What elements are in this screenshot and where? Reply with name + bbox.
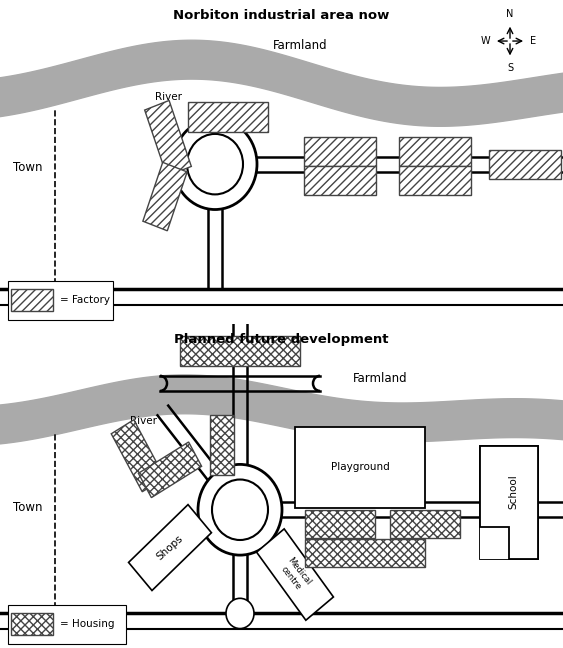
Circle shape [187,134,243,194]
Polygon shape [128,505,212,590]
Text: Playground: Playground [330,462,390,472]
Text: E: E [530,36,536,46]
Bar [399,166,471,195]
Bar [399,137,471,166]
Bar [143,163,187,231]
Text: W: W [480,36,490,46]
Text: Shops: Shops [155,533,185,562]
Text: School: School [508,474,518,509]
Circle shape [226,598,254,629]
Bar [8,281,113,319]
Text: Norbiton industrial area now: Norbiton industrial area now [173,8,390,21]
Bar [145,100,191,176]
Circle shape [212,480,268,540]
Bar [210,415,234,474]
Bar [11,614,53,635]
Bar [305,539,425,567]
Polygon shape [257,529,333,620]
Bar [304,166,376,195]
Text: Town: Town [14,501,43,514]
Circle shape [173,119,257,209]
Polygon shape [480,446,538,559]
Bar [138,442,202,498]
Text: Farmland: Farmland [352,371,407,384]
Text: Planned future development: Planned future development [175,332,388,345]
Bar [390,510,460,538]
Bar [180,336,300,366]
Bar [8,605,126,643]
Bar [480,527,509,559]
Bar [305,510,375,538]
Text: S: S [507,63,513,73]
Text: Medical
centre: Medical centre [278,556,312,594]
Text: River: River [155,92,182,102]
Bar [480,446,538,559]
Bar [111,420,165,492]
Text: N: N [506,10,513,19]
Text: Farmland: Farmland [272,39,327,52]
Text: Town: Town [14,161,43,174]
Bar [304,137,376,166]
Bar [188,102,268,132]
Bar [295,426,425,507]
Circle shape [198,465,282,555]
Bar [11,290,53,311]
Bar [489,150,561,179]
Text: River: River [130,416,157,426]
Text: = Housing: = Housing [60,619,114,629]
Text: = Factory: = Factory [60,295,110,305]
